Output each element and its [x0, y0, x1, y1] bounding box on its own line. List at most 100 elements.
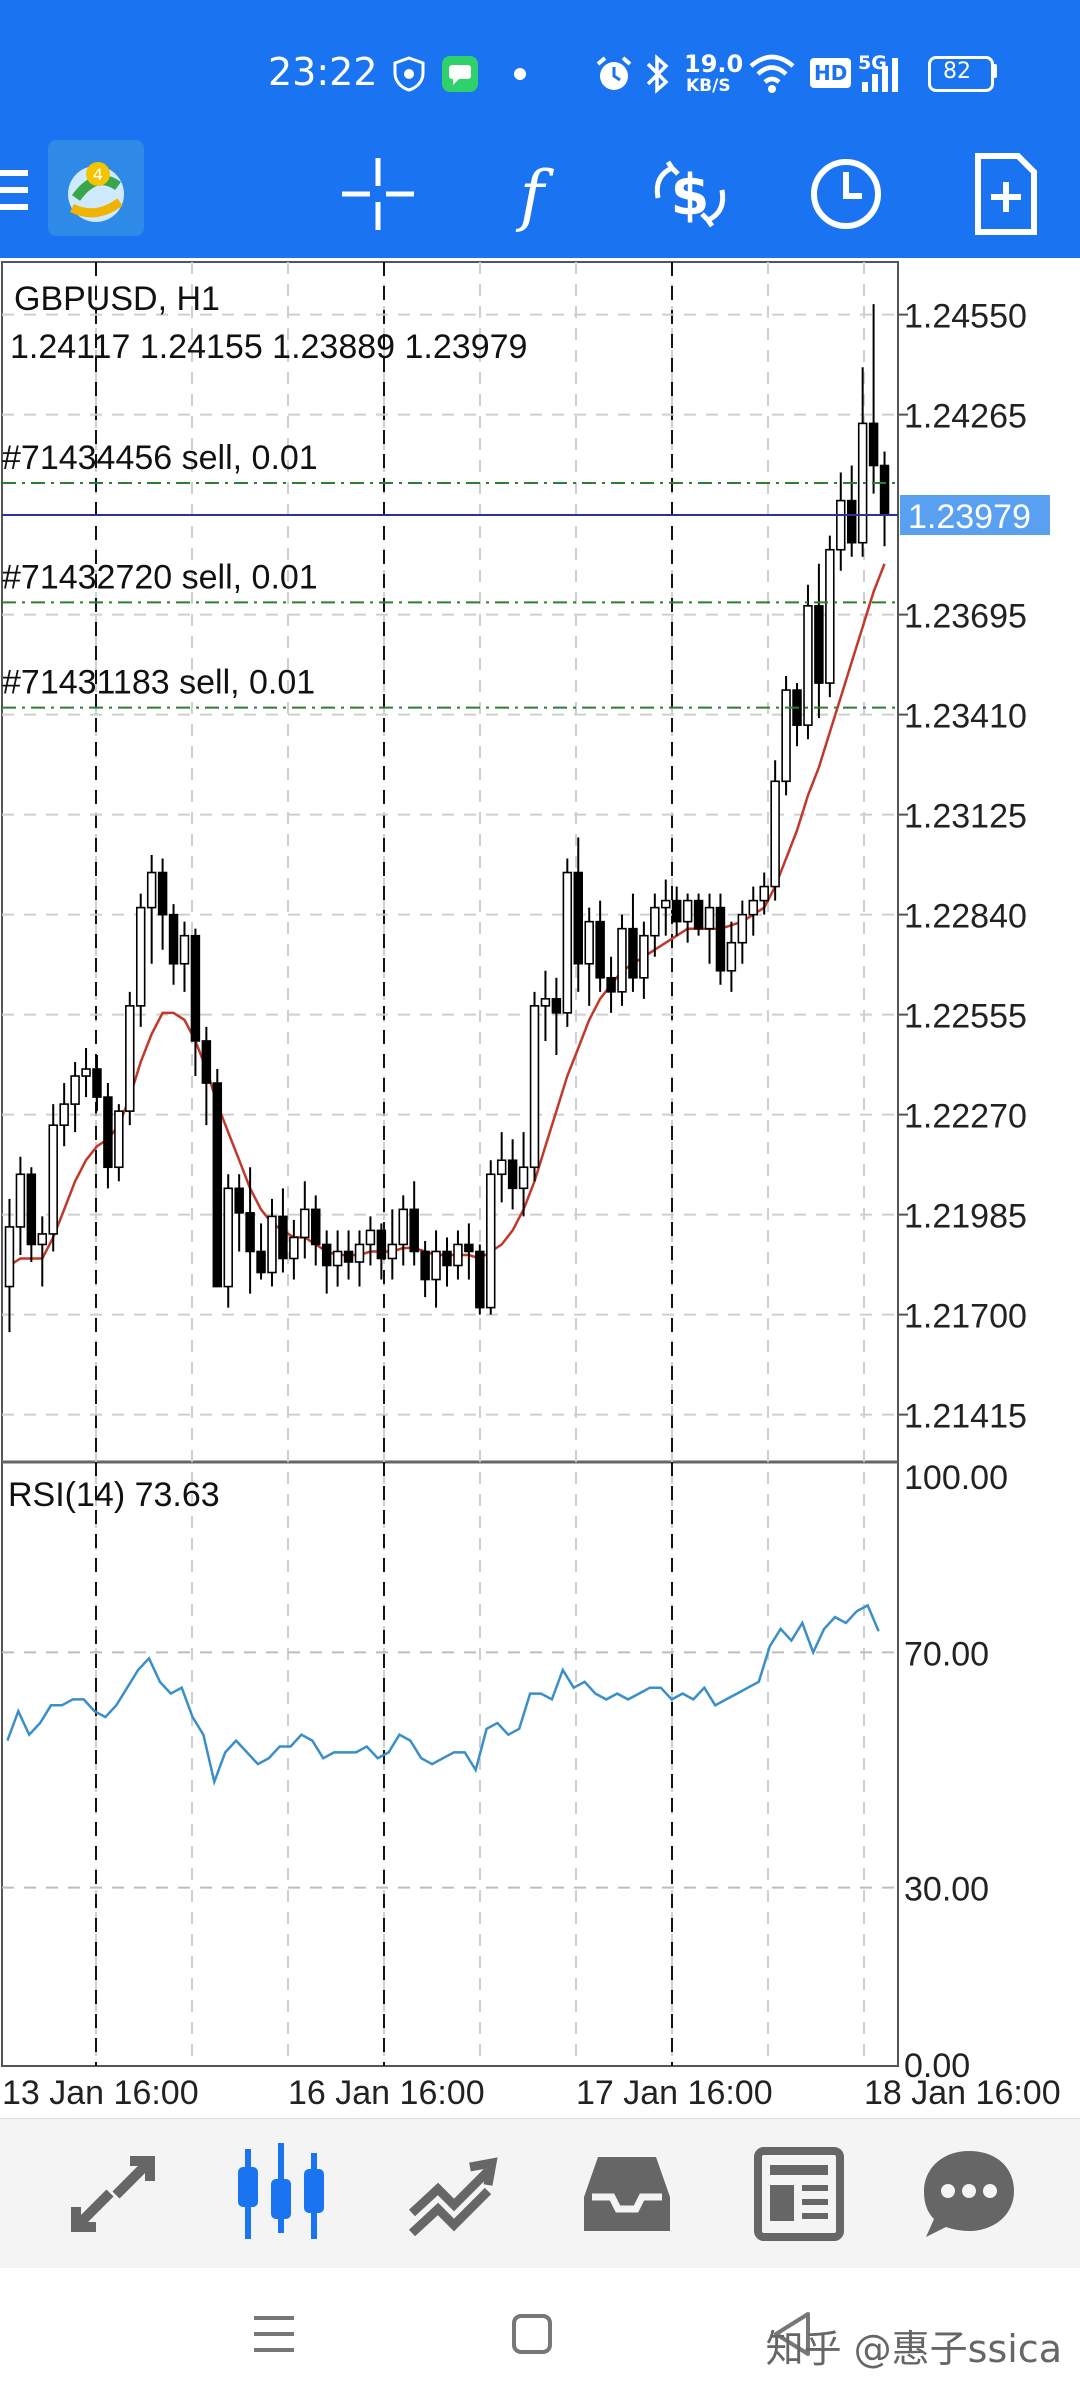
alarm-icon: [596, 56, 632, 90]
candle: [398, 1195, 408, 1266]
candle: [4, 1198, 15, 1333]
candle: [759, 872, 769, 915]
bluetooth-icon: [646, 54, 669, 94]
candle-body: [125, 1005, 135, 1112]
news-icon[interactable]: [744, 2139, 854, 2249]
candle: [201, 1026, 212, 1126]
candle-body: [343, 1250, 354, 1263]
wifi-icon: [749, 54, 795, 93]
candle: [661, 879, 671, 936]
candle: [825, 535, 835, 698]
new-document-icon[interactable]: [958, 148, 1050, 240]
candle-body: [212, 1082, 223, 1288]
candle: [682, 893, 693, 943]
candle: [693, 893, 704, 936]
recent-apps-icon[interactable]: [246, 2306, 302, 2362]
metatrader-logo[interactable]: 4: [48, 140, 144, 236]
candle-body: [354, 1243, 365, 1263]
price-tick-label: 1.23125: [904, 798, 1027, 836]
candle-body: [661, 899, 671, 909]
candle-body: [157, 871, 168, 916]
candle-body: [278, 1215, 288, 1260]
price-tick-label: 1.24550: [904, 298, 1027, 336]
candle: [26, 1167, 37, 1262]
candle: [595, 900, 605, 992]
candle: [114, 1104, 124, 1182]
home-icon[interactable]: [504, 2306, 560, 2362]
candle: [792, 683, 802, 747]
candle-body: [332, 1250, 343, 1267]
candle: [311, 1195, 321, 1266]
candle: [475, 1244, 485, 1315]
back-icon[interactable]: [764, 2306, 820, 2362]
battery-tip: [992, 64, 997, 78]
candle-body: [715, 906, 726, 972]
candle-body: [529, 1005, 540, 1169]
candle-body: [639, 934, 649, 979]
rsi-panel-border: [1, 1461, 899, 2067]
signal-icon: [862, 58, 898, 92]
candle-body: [781, 689, 791, 783]
rsi-line: [6, 1603, 880, 1787]
candle: [48, 1104, 58, 1252]
candle: [551, 977, 562, 1055]
candle-body: [573, 871, 583, 965]
candle: [135, 893, 146, 1027]
chat-icon[interactable]: [914, 2139, 1024, 2249]
candle: [245, 1167, 255, 1294]
candle-body: [135, 906, 146, 1007]
rsi-label: RSI(14) 73.63: [8, 1476, 220, 1514]
system-navigation: [0, 2268, 1080, 2400]
candle-body: [190, 934, 201, 1042]
crosshair-icon[interactable]: [332, 148, 424, 240]
candle: [453, 1230, 463, 1280]
candle-body: [693, 899, 704, 930]
candle: [125, 991, 135, 1126]
candle-body: [59, 1103, 69, 1126]
candle: [343, 1230, 354, 1280]
candle-body: [453, 1243, 463, 1267]
candle-body: [540, 998, 551, 1007]
candle: [354, 1230, 365, 1287]
candle-body: [387, 1243, 398, 1260]
chart-icon[interactable]: [226, 2139, 336, 2249]
time-axis-label: 16 Jan 16:00: [288, 2074, 485, 2112]
time-axis-label: 13 Jan 16:00: [2, 2074, 199, 2112]
chart-toolbar: [0, 130, 1080, 258]
candle-body: [562, 871, 573, 1014]
candle-body: [814, 605, 824, 684]
candle-body: [748, 899, 759, 916]
chart-area[interactable]: #71434456 sell, 0.01 #71432720 sell, 0.01…: [0, 258, 1080, 2118]
time-axis-label: 18 Jan 16:00: [864, 2074, 1061, 2112]
current-price-tag: [900, 494, 1050, 535]
candle: [15, 1156, 26, 1255]
candle-body: [507, 1159, 518, 1190]
candle-body: [365, 1229, 376, 1246]
candle: [748, 886, 759, 936]
history-icon[interactable]: [572, 2139, 682, 2249]
trade-icon[interactable]: [398, 2139, 508, 2249]
rsi-tick-label: 70.00: [904, 1635, 989, 1673]
candle: [803, 584, 813, 740]
quotes-icon[interactable]: [58, 2139, 168, 2249]
candle: [387, 1209, 398, 1280]
candle-body: [48, 1124, 58, 1235]
net-speed-value: 19.0: [684, 50, 744, 78]
menu-icon[interactable]: [0, 160, 36, 220]
candle-body: [825, 548, 835, 684]
dot-icon: [514, 68, 526, 80]
battery-level: 82: [943, 59, 971, 84]
candle-body: [300, 1208, 310, 1239]
price-tick-label: 1.22840: [904, 898, 1027, 936]
chart-symbol-label: GBPUSD, H1: [14, 280, 220, 318]
candle: [628, 893, 638, 992]
trade-dollar-icon[interactable]: $: [644, 148, 736, 240]
candle: [715, 893, 726, 985]
price-tick-label: 1.22555: [904, 998, 1027, 1036]
function-icon[interactable]: f: [486, 148, 578, 240]
candle-body: [321, 1243, 332, 1267]
candle: [179, 921, 190, 992]
candle-body: [26, 1173, 37, 1246]
candle: [671, 886, 682, 936]
clock-icon[interactable]: [800, 148, 892, 240]
